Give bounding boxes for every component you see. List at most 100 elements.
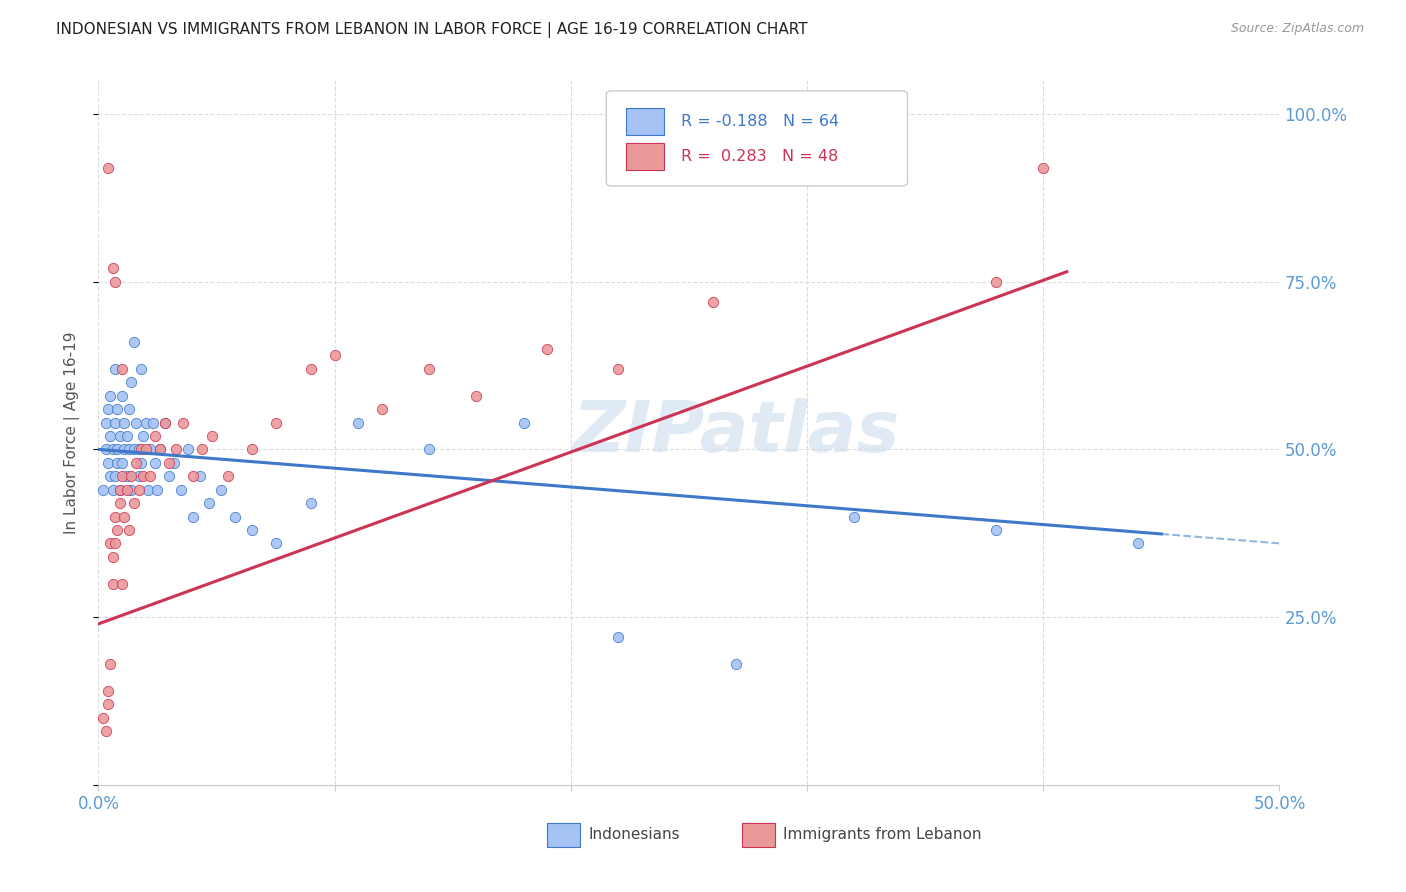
Point	[111, 576, 134, 591]
Point	[157, 469, 180, 483]
Point	[101, 576, 124, 591]
Point	[198, 496, 221, 510]
Point	[101, 549, 124, 564]
Point	[108, 496, 131, 510]
Point	[1032, 161, 1054, 175]
Point	[111, 362, 134, 376]
Text: Indonesians: Indonesians	[589, 828, 681, 842]
Point	[135, 442, 157, 457]
FancyBboxPatch shape	[626, 108, 664, 135]
Point	[108, 483, 131, 497]
Point	[101, 261, 124, 276]
Point	[725, 657, 748, 672]
Point	[1126, 536, 1149, 550]
Text: INDONESIAN VS IMMIGRANTS FROM LEBANON IN LABOR FORCE | AGE 16-19 CORRELATION CHA: INDONESIAN VS IMMIGRANTS FROM LEBANON IN…	[56, 22, 808, 38]
Point	[536, 342, 558, 356]
Point	[105, 456, 128, 470]
Point	[105, 523, 128, 537]
Point	[264, 536, 287, 550]
Point	[112, 442, 135, 457]
Point	[97, 698, 120, 712]
Point	[984, 275, 1007, 289]
Point	[142, 416, 165, 430]
Point	[97, 402, 120, 417]
Point	[112, 509, 135, 524]
Point	[177, 442, 200, 457]
Point	[98, 389, 121, 403]
Point	[97, 161, 120, 175]
Point	[299, 496, 322, 510]
Point	[129, 362, 152, 376]
Point	[121, 483, 143, 497]
Point	[191, 442, 214, 457]
Point	[125, 456, 148, 470]
Text: R = -0.188   N = 64: R = -0.188 N = 64	[681, 113, 839, 128]
Point	[115, 429, 138, 443]
Text: Immigrants from Lebanon: Immigrants from Lebanon	[783, 828, 981, 842]
Point	[128, 483, 150, 497]
Point	[105, 402, 128, 417]
Point	[165, 442, 187, 457]
Point	[101, 442, 124, 457]
Point	[153, 416, 176, 430]
Point	[170, 483, 193, 497]
Point	[157, 456, 180, 470]
Point	[98, 469, 121, 483]
Point	[121, 469, 143, 483]
Point	[108, 429, 131, 443]
Point	[104, 509, 127, 524]
Point	[118, 523, 141, 537]
Point	[105, 442, 128, 457]
Point	[128, 469, 150, 483]
Point	[371, 402, 394, 417]
Point	[240, 442, 263, 457]
Point	[91, 711, 114, 725]
Point	[132, 429, 155, 443]
FancyBboxPatch shape	[547, 823, 581, 847]
Point	[217, 469, 239, 483]
Point	[139, 469, 162, 483]
Point	[139, 442, 162, 457]
Point	[98, 657, 121, 672]
Point	[149, 442, 172, 457]
Point	[111, 456, 134, 470]
Point	[143, 456, 166, 470]
Point	[129, 456, 152, 470]
Point	[98, 429, 121, 443]
Point	[224, 509, 246, 524]
Point	[512, 416, 534, 430]
Point	[844, 509, 866, 524]
Point	[264, 416, 287, 430]
Point	[188, 469, 211, 483]
Text: R =  0.283   N = 48: R = 0.283 N = 48	[681, 149, 838, 164]
Point	[111, 389, 134, 403]
Point	[104, 416, 127, 430]
Point	[181, 509, 204, 524]
Point	[201, 429, 224, 443]
Point	[135, 416, 157, 430]
Point	[136, 483, 159, 497]
Point	[143, 429, 166, 443]
Point	[149, 442, 172, 457]
Point	[702, 294, 724, 309]
Point	[101, 483, 124, 497]
Text: ZIPatlas: ZIPatlas	[572, 398, 900, 467]
Point	[104, 275, 127, 289]
Point	[240, 523, 263, 537]
Point	[129, 442, 152, 457]
Point	[181, 469, 204, 483]
Point	[111, 469, 134, 483]
Point	[153, 416, 176, 430]
FancyBboxPatch shape	[742, 823, 775, 847]
Point	[122, 442, 145, 457]
Point	[607, 630, 630, 644]
Point	[122, 496, 145, 510]
Point	[299, 362, 322, 376]
FancyBboxPatch shape	[626, 143, 664, 169]
FancyBboxPatch shape	[606, 91, 907, 186]
Point	[607, 362, 630, 376]
Point	[128, 442, 150, 457]
Point	[172, 416, 194, 430]
Y-axis label: In Labor Force | Age 16-19: In Labor Force | Age 16-19	[63, 331, 80, 534]
Point	[112, 416, 135, 430]
